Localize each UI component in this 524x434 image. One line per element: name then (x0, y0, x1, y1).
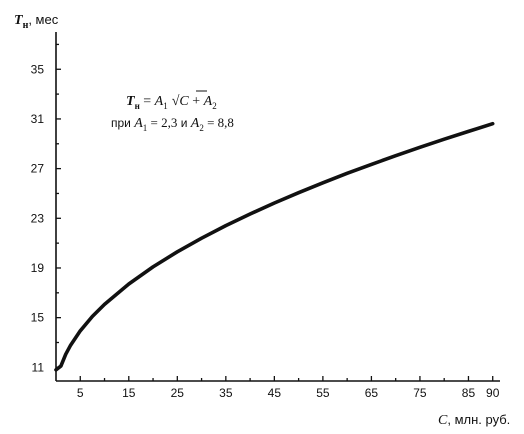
axis-ticks (56, 43, 494, 381)
axis-tick-labels: 5 15 25 35 45 55 65 75 85 90 11 15 19 23 27 31 35 (31, 62, 500, 400)
y-tick-label: 27 (31, 162, 45, 176)
x-tick-label: 5 (77, 386, 84, 400)
formula-line-1: Tн = A1 √C + A2 (126, 94, 217, 111)
x-axis-label: C, млн. руб. (438, 412, 510, 428)
x-tick-label: 35 (219, 386, 233, 400)
x-tick-label: 90 (486, 386, 500, 400)
y-tick-label: 11 (32, 360, 45, 374)
y-axis-label: Tн, мес (14, 12, 59, 31)
x-tick-label: 85 (462, 386, 476, 400)
x-tick-label: 25 (171, 386, 185, 400)
formula-line-2: при A1 = 2,3 и A2 = 8,8 (111, 115, 234, 133)
x-tick-label: 65 (365, 386, 379, 400)
x-tick-label: 55 (316, 386, 330, 400)
x-tick-label: 15 (122, 386, 136, 400)
y-tick-label: 31 (31, 112, 45, 126)
y-tick-label: 23 (31, 211, 45, 225)
x-tick-label: 75 (413, 386, 427, 400)
x-tick-label: 45 (268, 386, 282, 400)
series-curve (54, 121, 495, 372)
y-tick-label: 15 (31, 311, 45, 325)
sqrt-argument: C (179, 94, 189, 109)
y-tick-label: 35 (31, 62, 45, 76)
y-tick-label: 19 (31, 261, 45, 275)
